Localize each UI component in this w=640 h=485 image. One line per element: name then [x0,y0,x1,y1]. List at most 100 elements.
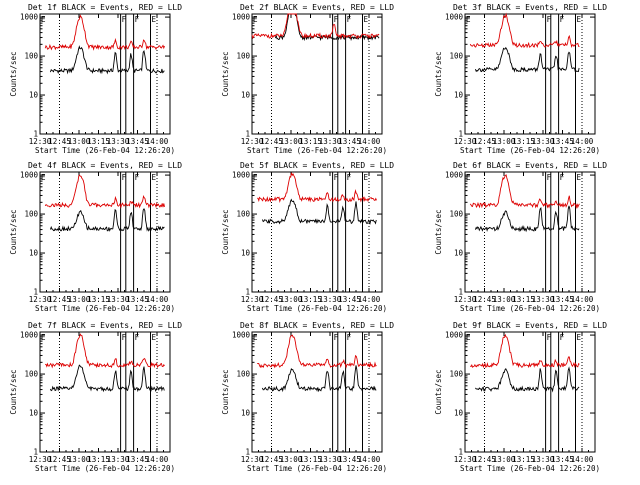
flag-label: E [364,15,369,24]
y-tick-label: 10 [454,249,464,258]
flag-label: F [122,333,127,342]
x-tick-label: 13:00 [280,137,303,146]
x-tick-label: 12:30 [241,137,264,146]
flag-label: E [577,173,582,182]
x-tick-label: 13:45 [551,295,574,304]
y-tick-label: 100 [236,370,250,379]
x-tick-label: 13:00 [68,295,91,304]
flag-label: F [334,15,339,24]
panel-title: Det 2f BLACK = Events, RED = LLD [240,3,394,12]
x-tick-label: 13:30 [319,137,342,146]
flag-label: E [364,333,369,342]
x-axis-label: Start Time (26-Feb-04 12:26:20) [35,464,175,473]
panel-title: Det 9f BLACK = Events, RED = LLD [453,321,607,330]
series-lld [44,174,165,209]
series-events [261,198,377,226]
y-tick-label: 1000 [445,331,464,340]
flag-label: F [547,173,552,182]
x-tick-label: 13:15 [87,455,110,464]
x-tick-label: 14:00 [358,137,381,146]
x-tick-label: 12:30 [241,295,264,304]
y-tick-label: 10 [29,249,39,258]
panel-title: Det 1f BLACK = Events, RED = LLD [28,3,182,12]
y-tick-label: 100 [449,52,463,61]
flag-label-left: E [253,15,258,24]
y-tick-label: 100 [24,52,38,61]
x-tick-label: 14:00 [146,455,169,464]
x-tick-label: 12:30 [241,455,264,464]
panel-3: Det 3f BLACK = Events, RED = LLD 12:3012:… [434,3,607,155]
y-tick-label: 1 [458,448,463,457]
x-tick-label: 13:30 [107,455,130,464]
flag-label: E [577,333,582,342]
panel-title: Det 8f BLACK = Events, RED = LLD [240,321,394,330]
panel-4: Det 4f BLACK = Events, RED = LLD 12:3012:… [9,161,182,313]
y-tick-label: 1 [245,130,250,139]
y-tick-label: 10 [241,249,251,258]
flag-label-left: E [466,173,471,182]
x-tick-label: 12:30 [29,455,52,464]
x-tick-label: 13:15 [87,137,110,146]
flag-label: F [560,173,565,182]
x-tick-label: 12:45 [260,295,283,304]
x-tick-label: 13:45 [338,137,361,146]
flag-label-left: E [41,173,46,182]
flag-label: F [135,333,140,342]
x-tick-label: 12:30 [454,455,477,464]
x-axis-label: Start Time (26-Feb-04 12:26:20) [460,304,600,313]
series-events [261,365,377,393]
y-tick-label: 1 [245,288,250,297]
y-axis-label: Counts/sec [9,209,18,254]
y-tick-label: 100 [449,210,463,219]
flag-label: F [347,173,352,182]
series-events [49,207,165,232]
x-tick-label: 13:15 [512,137,535,146]
y-tick-label: 100 [24,370,38,379]
flag-label: F [347,15,352,24]
y-axis-label: Counts/sec [434,51,443,96]
x-tick-label: 14:00 [146,295,169,304]
x-tick-label: 13:45 [551,455,574,464]
flag-label: F [347,333,352,342]
x-axis-label: Start Time (26-Feb-04 12:26:20) [460,146,600,155]
x-tick-label: 12:30 [454,295,477,304]
x-tick-label: 13:45 [126,137,149,146]
y-tick-label: 1000 [232,331,251,340]
panel-6: Det 6f BLACK = Events, RED = LLD 12:3012:… [434,161,607,313]
y-tick-label: 1 [33,130,38,139]
flag-label-left: E [41,333,46,342]
x-tick-label: 14:00 [358,295,381,304]
x-tick-label: 13:15 [299,137,322,146]
flag-label: F [135,15,140,24]
x-tick-label: 14:00 [146,137,169,146]
x-tick-label: 13:30 [319,455,342,464]
panel-title: Det 7f BLACK = Events, RED = LLD [28,321,182,330]
y-tick-label: 1 [33,288,38,297]
x-tick-label: 13:15 [512,295,535,304]
series-events [474,205,580,233]
panel-title: Det 5f BLACK = Events, RED = LLD [240,161,394,170]
flag-label: F [122,15,127,24]
x-axis-label: Start Time (26-Feb-04 12:26:20) [247,464,387,473]
x-tick-label: 13:45 [338,455,361,464]
panel-7: Det 7f BLACK = Events, RED = LLD 12:3012:… [9,321,182,473]
panel-9: Det 9f BLACK = Events, RED = LLD 12:3012:… [434,321,607,473]
series-lld [251,13,380,40]
y-tick-label: 10 [241,91,251,100]
x-tick-label: 13:30 [107,137,130,146]
y-tick-label: 1 [458,288,463,297]
panel-5: Det 5f BLACK = Events, RED = LLD 12:3012:… [221,161,394,313]
y-axis-label: Counts/sec [434,209,443,254]
panel-title: Det 6f BLACK = Events, RED = LLD [453,161,607,170]
y-tick-label: 1 [458,130,463,139]
x-tick-label: 12:30 [454,137,477,146]
y-tick-label: 1 [33,448,38,457]
x-tick-label: 12:45 [473,455,496,464]
series-events [49,45,165,75]
x-tick-label: 14:00 [571,137,594,146]
series-lld [44,14,165,51]
flag-label: E [152,15,157,24]
x-tick-label: 13:00 [68,137,91,146]
